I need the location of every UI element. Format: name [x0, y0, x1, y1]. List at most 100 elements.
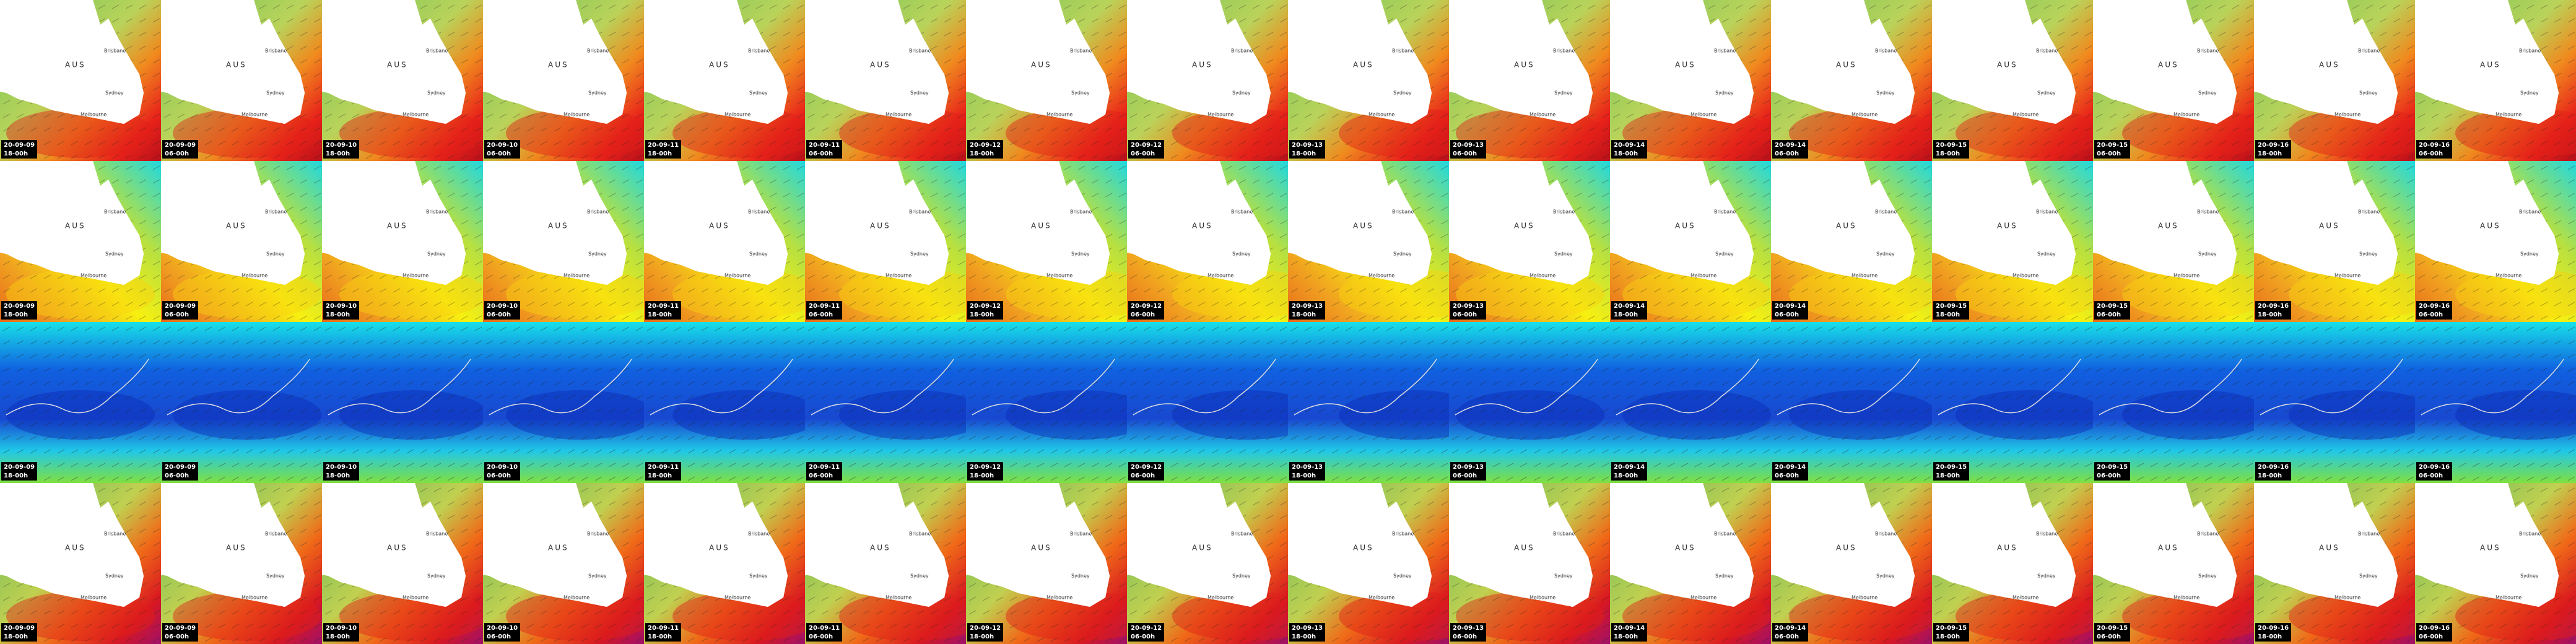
place-label: Brisbane — [1714, 48, 1736, 54]
timestamp-date: 20-09-15 — [2097, 625, 2128, 632]
place-label: Melbourne — [2496, 595, 2522, 601]
timestamp-time: 18-00h — [1292, 472, 1316, 479]
timestamp-box — [1772, 301, 1808, 320]
timestamp-box — [2094, 462, 2130, 481]
landmass-overlay — [1610, 161, 1754, 285]
place-label: Sydney — [1876, 90, 1895, 96]
timestamp-box — [1, 623, 37, 642]
timestamp-time: 06-00h — [1131, 150, 1155, 157]
place-label: Melbourne — [1208, 595, 1234, 601]
timestamp-box — [162, 462, 198, 481]
timestamp-date: 20-09-11 — [648, 625, 679, 632]
place-label: AUS — [1192, 222, 1213, 230]
place-label: Sydney — [105, 251, 124, 257]
timestamp-date: 20-09-15 — [1936, 142, 1967, 149]
timestamp-date: 20-09-14 — [1775, 303, 1806, 310]
timestamp-time: 06-00h — [2097, 472, 2121, 479]
timestamp-time: 06-00h — [165, 311, 189, 318]
timestamp-time: 06-00h — [809, 150, 833, 157]
timestamp-box — [1128, 140, 1164, 159]
timestamp-box — [1450, 462, 1486, 481]
timestamp-box — [1, 462, 37, 481]
place-label: Brisbane — [1392, 209, 1414, 215]
timestamp-time: 18-00h — [2258, 150, 2282, 157]
coastline — [2260, 359, 2403, 416]
place-label: Melbourne — [1046, 595, 1073, 601]
place-label: AUS — [65, 544, 86, 552]
place-label: Melbourne — [1046, 273, 1073, 279]
place-label: Sydney — [2037, 251, 2056, 257]
landmass-overlay — [2415, 483, 2559, 607]
place-label: Melbourne — [402, 273, 429, 279]
arrow-field — [2093, 322, 2254, 483]
timestamp-date: 20-09-15 — [1936, 303, 1967, 310]
timestamp-box — [162, 140, 198, 159]
place-label: AUS — [548, 61, 569, 69]
place-label: Sydney — [749, 573, 768, 579]
place-label: AUS — [1675, 544, 1696, 552]
timestamp-box — [1933, 140, 1969, 159]
place-label: Melbourne — [1368, 273, 1395, 279]
timestamp-time: 06-00h — [1453, 633, 1477, 640]
place-label: Brisbane — [1070, 48, 1092, 54]
place-label: Melbourne — [724, 112, 751, 118]
arrow-field — [1932, 322, 2093, 483]
place-label: Sydney — [1393, 90, 1412, 96]
timestamp-time: 06-00h — [2419, 633, 2443, 640]
place-label: Brisbane — [1553, 209, 1575, 215]
place-label: Sydney — [588, 573, 607, 579]
place-label: Brisbane — [1392, 531, 1414, 537]
arrow-field — [805, 322, 966, 483]
timestamp-box — [1128, 462, 1164, 481]
timestamp-time: 18-00h — [1614, 472, 1638, 479]
place-label: Sydney — [1554, 573, 1573, 579]
timestamp-time: 18-00h — [970, 150, 994, 157]
landmass-overlay — [161, 0, 305, 124]
timestamp-time: 06-00h — [1131, 633, 1155, 640]
timestamp-box — [1611, 462, 1647, 481]
timestamp-date: 20-09-09 — [4, 625, 35, 632]
place-label: Brisbane — [1070, 209, 1092, 215]
timestamp-date: 20-09-10 — [326, 625, 357, 632]
timestamp-date: 20-09-16 — [2258, 625, 2289, 632]
timestamp-date: 20-09-11 — [648, 464, 679, 471]
place-label: Sydney — [105, 90, 124, 96]
arrow-field — [483, 322, 644, 483]
timestamp-box — [1933, 623, 1969, 642]
landmass-overlay — [966, 161, 1110, 285]
place-label: Sydney — [2198, 90, 2217, 96]
landmass-overlay — [1771, 0, 1915, 124]
timestamp-box — [1772, 140, 1808, 159]
coastline — [1294, 359, 1437, 416]
timestamp-time: 18-00h — [326, 472, 350, 479]
place-label: Sydney — [105, 573, 124, 579]
timestamp-time: 18-00h — [970, 472, 994, 479]
timestamp-box — [806, 462, 842, 481]
landmass-overlay — [0, 0, 144, 124]
landmass-overlay — [322, 161, 466, 285]
timestamp-date: 20-09-09 — [165, 142, 196, 149]
timestamp-time: 18-00h — [4, 311, 28, 318]
timestamp-time: 18-00h — [2258, 311, 2282, 318]
timestamp-date: 20-09-11 — [809, 625, 840, 632]
timestamp-time: 06-00h — [1131, 311, 1155, 318]
place-label: Sydney — [1071, 573, 1090, 579]
place-label: Melbourne — [2174, 112, 2200, 118]
arrow-field — [1771, 322, 1932, 483]
place-label: Brisbane — [426, 48, 448, 54]
timestamp-date: 20-09-12 — [1131, 303, 1162, 310]
timestamp-time: 18-00h — [648, 633, 672, 640]
landmass-overlay — [2254, 161, 2398, 285]
place-label: Sydney — [1393, 251, 1412, 257]
